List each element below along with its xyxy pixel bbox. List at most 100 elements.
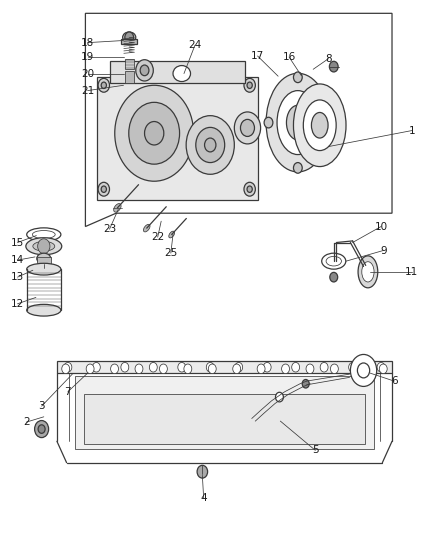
- Circle shape: [357, 363, 370, 378]
- Ellipse shape: [362, 262, 374, 282]
- Circle shape: [64, 362, 72, 372]
- Circle shape: [135, 364, 143, 374]
- Text: 24: 24: [188, 41, 201, 50]
- Circle shape: [196, 127, 225, 163]
- Circle shape: [140, 65, 149, 76]
- Circle shape: [62, 364, 70, 374]
- Circle shape: [330, 272, 338, 282]
- Circle shape: [35, 421, 49, 438]
- Circle shape: [98, 182, 110, 196]
- Circle shape: [145, 122, 164, 145]
- Circle shape: [320, 362, 328, 372]
- Circle shape: [235, 362, 243, 372]
- Ellipse shape: [311, 112, 328, 138]
- Circle shape: [244, 78, 255, 92]
- Text: 18: 18: [81, 38, 94, 47]
- Text: 14: 14: [11, 255, 24, 265]
- Text: 10: 10: [374, 222, 388, 231]
- Ellipse shape: [326, 256, 342, 266]
- Circle shape: [323, 117, 332, 128]
- Ellipse shape: [293, 84, 346, 166]
- Circle shape: [350, 354, 377, 386]
- Text: 15: 15: [11, 238, 24, 247]
- Ellipse shape: [27, 228, 61, 241]
- Text: 17: 17: [251, 51, 264, 61]
- Circle shape: [244, 182, 255, 196]
- Text: 21: 21: [81, 86, 94, 95]
- Circle shape: [263, 362, 271, 372]
- Circle shape: [330, 364, 338, 374]
- Polygon shape: [85, 13, 392, 227]
- Ellipse shape: [37, 253, 51, 264]
- Circle shape: [86, 364, 94, 374]
- Circle shape: [101, 82, 106, 88]
- Circle shape: [92, 362, 100, 372]
- Circle shape: [355, 364, 363, 374]
- Ellipse shape: [33, 241, 55, 251]
- Circle shape: [234, 112, 261, 144]
- Circle shape: [159, 364, 167, 374]
- Text: 20: 20: [81, 69, 94, 78]
- Ellipse shape: [173, 66, 191, 82]
- Bar: [37, 257, 51, 264]
- Circle shape: [233, 364, 240, 374]
- Ellipse shape: [114, 204, 121, 212]
- Circle shape: [121, 362, 129, 372]
- Circle shape: [184, 364, 192, 374]
- Circle shape: [101, 186, 106, 192]
- Bar: [125, 59, 134, 69]
- Circle shape: [205, 138, 216, 152]
- Ellipse shape: [358, 256, 378, 288]
- Text: 9: 9: [380, 246, 387, 255]
- Text: 12: 12: [11, 299, 24, 309]
- Circle shape: [111, 364, 119, 374]
- Circle shape: [264, 117, 273, 128]
- Circle shape: [240, 119, 254, 136]
- Text: 3: 3: [38, 401, 45, 411]
- Circle shape: [293, 163, 302, 173]
- Bar: [121, 39, 137, 44]
- Circle shape: [197, 465, 208, 478]
- Text: 6: 6: [391, 376, 398, 386]
- Circle shape: [208, 364, 216, 374]
- Ellipse shape: [32, 230, 55, 239]
- Circle shape: [206, 362, 214, 372]
- Text: 25: 25: [164, 248, 177, 258]
- Text: 5: 5: [312, 446, 319, 455]
- Circle shape: [282, 364, 290, 374]
- Bar: [57, 361, 392, 373]
- Circle shape: [115, 85, 194, 181]
- Ellipse shape: [286, 106, 309, 140]
- Bar: [75, 376, 374, 449]
- Ellipse shape: [303, 100, 336, 150]
- Text: 1: 1: [408, 126, 415, 135]
- Circle shape: [276, 392, 283, 402]
- Circle shape: [149, 362, 157, 372]
- Text: 7: 7: [64, 387, 71, 397]
- Text: 2: 2: [23, 417, 30, 427]
- Circle shape: [377, 362, 385, 372]
- Circle shape: [349, 362, 357, 372]
- Text: 4: 4: [200, 494, 207, 503]
- Circle shape: [247, 186, 252, 192]
- Circle shape: [293, 72, 302, 83]
- Circle shape: [247, 82, 252, 88]
- Bar: [84, 394, 365, 444]
- Circle shape: [306, 364, 314, 374]
- Ellipse shape: [27, 304, 61, 316]
- Circle shape: [292, 362, 300, 372]
- Circle shape: [329, 61, 338, 72]
- Ellipse shape: [27, 263, 61, 275]
- Ellipse shape: [277, 91, 319, 155]
- Circle shape: [129, 102, 180, 164]
- Ellipse shape: [123, 32, 136, 43]
- Text: 13: 13: [11, 272, 24, 282]
- Circle shape: [302, 379, 309, 388]
- Text: 11: 11: [405, 267, 418, 277]
- Circle shape: [178, 362, 186, 372]
- Text: 16: 16: [283, 52, 296, 62]
- Ellipse shape: [26, 238, 62, 255]
- Polygon shape: [97, 77, 258, 200]
- Text: 19: 19: [81, 52, 94, 62]
- Circle shape: [98, 78, 110, 92]
